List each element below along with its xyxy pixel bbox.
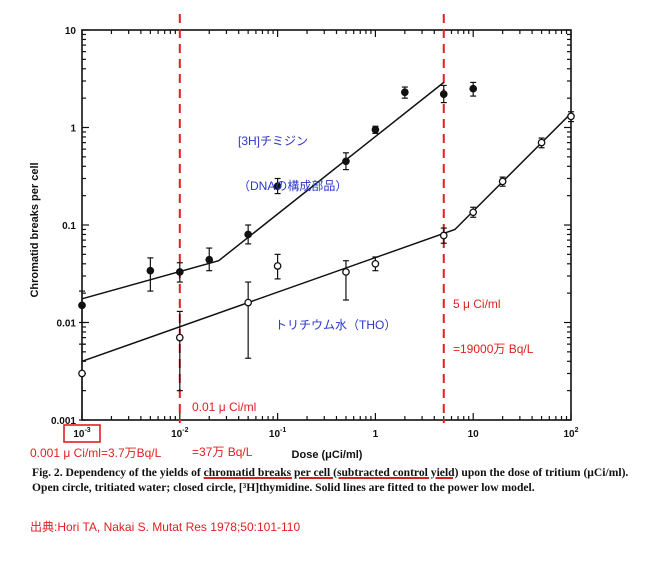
x-tick-label: 10-3: [73, 427, 90, 440]
figure-caption: Fig. 2. Dependency of the yields of chro…: [32, 465, 642, 495]
y-tick-label: 10: [65, 26, 77, 37]
open-circle-point: [469, 208, 478, 217]
open-circle-point: [498, 177, 507, 186]
source-citation: 出典:Hori TA, Nakai S. Mutat Res 1978;50:1…: [30, 520, 301, 534]
thymidine-series-label: [3H]チミジン （DNAの構成部品）: [238, 104, 347, 209]
closed-circle-point: [146, 266, 155, 275]
x-tick-label: 10: [468, 429, 480, 440]
closed-circle-point: [244, 230, 253, 239]
highlight-box: [63, 424, 101, 443]
note-5-line1: 5 μ Ci/ml: [453, 297, 501, 311]
closed-circle-point: [342, 157, 350, 166]
open-circle-point: [439, 231, 448, 240]
y-tick-label: 0.001: [51, 416, 76, 427]
x-tick-label: 10-1: [269, 427, 286, 440]
tho-series-label: トリチウム水（THO）: [275, 318, 397, 332]
note-0-01-line2: =37万 Bq/L: [192, 445, 253, 459]
axis-ticks: 0.001 0.01 0.1 1 10 10-3 10-2 10-1 1 10 102: [51, 26, 579, 443]
closed-circle-point: [371, 125, 380, 134]
y-tick-label: 0.1: [62, 221, 76, 232]
note-0-01-dose: 0.01 μ Ci/ml =37万 Bq/L: [192, 370, 256, 475]
closed-circle-point: [205, 255, 214, 264]
closed-circle-point: [469, 84, 478, 93]
note-5-dose: 5 μ Ci/ml =19000万 Bq/L: [453, 267, 533, 372]
y-axis-label: Chromatid breaks per cell: [29, 162, 41, 297]
note-5-line2: =19000万 Bq/L: [453, 342, 534, 356]
open-circle-point: [537, 138, 546, 147]
x-tick-label: 102: [563, 427, 578, 440]
x-tick-label: 1: [373, 429, 379, 440]
closed-circle-point: [175, 268, 184, 276]
x-tick-label: 10-2: [171, 427, 188, 440]
y-tick-label: 0.01: [57, 319, 77, 330]
thymidine-label-line2: （DNAの構成部品）: [238, 179, 348, 193]
caption-underlined: chromatid breaks per cell (subtracted co…: [203, 466, 459, 479]
caption-part2: upon the dose of tritium (μCi/ml). Open …: [32, 466, 629, 494]
closed-circle-point: [439, 90, 448, 98]
open-circle-point: [342, 268, 350, 276]
closed-circle-point: [273, 182, 282, 191]
x-axis-label: Dose (μCi/ml): [292, 449, 363, 461]
thymidine-label-line1: [3H]チミジン: [238, 134, 309, 148]
fit-line-series-1: [81, 81, 445, 300]
y-tick-label: 1: [70, 124, 76, 135]
caption-part1: Fig. 2. Dependency of the yields of: [32, 466, 204, 479]
fit-lines: [81, 81, 572, 363]
open-circle-point: [78, 369, 86, 378]
note-0-001-dose: 0.001 μ Ci/ml=3.7万Bq/L: [30, 446, 162, 460]
closed-circle-point: [400, 88, 409, 97]
closed-circle-point: [78, 301, 86, 310]
data-points: [78, 81, 575, 421]
open-circle-point: [273, 262, 282, 270]
open-circle-point: [175, 333, 184, 342]
open-circle-point: [567, 112, 575, 121]
open-circle-point: [244, 298, 253, 307]
note-0-01-line1: 0.01 μ Ci/ml: [192, 400, 257, 414]
reference-lines: [178, 14, 445, 423]
fit-line-series-2: [81, 112, 572, 363]
open-circle-point: [371, 259, 380, 268]
